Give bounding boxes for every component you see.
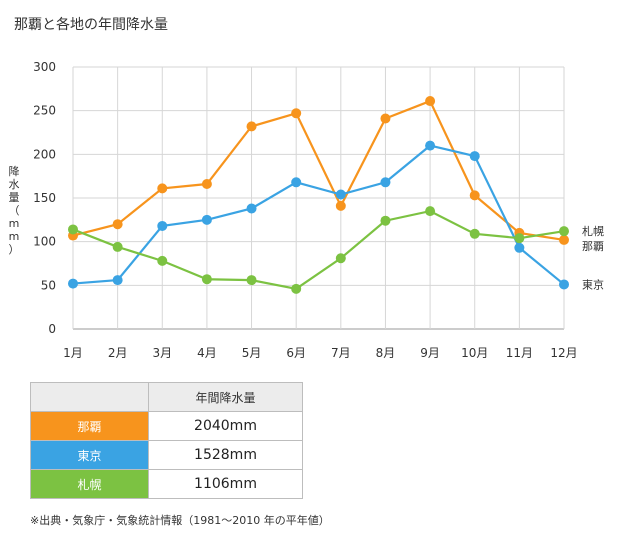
data-point — [201, 214, 212, 225]
series-end-label: 東京 — [582, 277, 604, 291]
y-tick-label: 0 — [48, 322, 56, 336]
data-point — [201, 179, 212, 190]
x-tick-label: 10月 — [461, 346, 488, 360]
data-point — [335, 189, 346, 200]
x-tick-label: 4月 — [197, 346, 217, 360]
data-point — [380, 177, 391, 188]
data-point — [291, 177, 302, 188]
data-point — [380, 113, 391, 124]
data-point — [425, 206, 436, 217]
data-point — [246, 203, 257, 214]
series-end-label: 札幌 — [582, 224, 604, 238]
table-header-label: 年間降水量 — [148, 382, 303, 412]
data-point — [469, 151, 480, 162]
data-point — [246, 121, 257, 132]
data-point — [380, 215, 391, 226]
data-point — [112, 241, 123, 252]
y-tick-label: 150 — [33, 191, 56, 205]
data-point — [157, 220, 168, 231]
y-axis-label-char: 水 — [9, 178, 20, 191]
x-tick-label: 1月 — [63, 346, 83, 360]
table-name-cell: 東京 — [30, 440, 149, 470]
data-point — [112, 219, 123, 230]
series-end-label: 那覇 — [582, 240, 604, 253]
y-tick-label: 300 — [33, 60, 56, 74]
summary-table: 年間降水量 那覇 2040mm 東京 1528mm 札幌 1106mm — [30, 382, 303, 499]
data-point — [112, 275, 123, 286]
x-tick-label: 5月 — [242, 346, 262, 360]
x-tick-label: 3月 — [152, 346, 172, 360]
y-axis-label-char: （ — [9, 204, 20, 217]
table-value-cell: 1528mm — [148, 440, 303, 470]
data-point — [201, 274, 212, 285]
data-point — [559, 279, 569, 290]
data-point — [335, 200, 346, 211]
series-line — [72, 99, 565, 242]
y-tick-label: 250 — [33, 104, 56, 118]
data-point — [68, 278, 78, 289]
table-row: 那覇 2040mm — [30, 411, 303, 441]
y-axis-label-char: 降 — [9, 164, 20, 178]
x-tick-label: 7月 — [331, 346, 351, 360]
y-tick-label: 50 — [41, 278, 56, 292]
table-row: 札幌 1106mm — [30, 469, 303, 499]
data-point — [291, 283, 302, 294]
x-tick-label: 9月 — [420, 346, 440, 360]
series-line — [72, 144, 565, 286]
data-point — [157, 183, 168, 194]
y-axis-label-char: m — [9, 217, 20, 230]
x-tick-label: 11月 — [506, 346, 533, 360]
table-value-cell: 1106mm — [148, 469, 303, 499]
y-tick-label: 200 — [33, 147, 56, 161]
table-value-cell: 2040mm — [148, 411, 303, 441]
table-header-empty — [30, 382, 149, 412]
data-point — [335, 253, 346, 264]
y-axis-label: 降水量（mm） — [9, 164, 20, 256]
grid-lines — [72, 66, 565, 330]
y-tick-labels: 0 50 100 150 200 250 300 — [33, 60, 56, 336]
data-point — [291, 108, 302, 119]
line-chart: 0 50 100 150 200 250 300 1月 2月 3月 4月 5月 6月 7月 8月 9月 10月… — [9, 60, 605, 360]
x-tick-label: 8月 — [376, 346, 396, 360]
data-point — [559, 234, 569, 245]
y-axis-label-char: 量 — [9, 191, 20, 204]
source-footnote: ※出典・気象庁・気象統計情報（1981〜2010 年の平年値） — [30, 514, 330, 527]
data-point — [514, 233, 525, 244]
data-point — [68, 224, 78, 235]
data-point — [469, 190, 480, 201]
series-line — [72, 209, 565, 290]
series-lines — [68, 96, 569, 294]
table-name-cell: 那覇 — [30, 411, 149, 441]
data-point — [425, 140, 436, 151]
table-header-row: 年間降水量 — [30, 382, 303, 412]
x-tick-label: 12月 — [550, 346, 577, 360]
y-axis-label-char: m — [9, 230, 20, 243]
data-point — [157, 255, 168, 266]
data-point — [559, 226, 569, 237]
data-point — [514, 242, 525, 253]
table-row: 東京 1528mm — [30, 440, 303, 470]
data-point — [246, 275, 257, 286]
x-tick-labels: 1月 2月 3月 4月 5月 6月 7月 8月 9月 10月 11月 12月 — [63, 346, 577, 360]
y-axis-label-char: ） — [9, 243, 20, 256]
y-tick-label: 100 — [33, 235, 56, 249]
x-tick-label: 6月 — [286, 346, 306, 360]
data-point — [469, 228, 480, 239]
chart-title: 那覇と各地の年間降水量 — [14, 17, 168, 33]
table-name-cell: 札幌 — [30, 469, 149, 499]
x-tick-label: 2月 — [108, 346, 128, 360]
data-point — [425, 96, 436, 107]
